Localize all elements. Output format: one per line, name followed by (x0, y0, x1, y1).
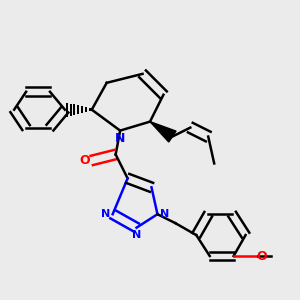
Polygon shape (150, 122, 176, 142)
Text: O: O (257, 250, 267, 262)
Text: N: N (132, 230, 141, 240)
Text: O: O (79, 154, 90, 167)
Text: N: N (100, 209, 110, 219)
Text: N: N (115, 132, 125, 145)
Text: N: N (160, 209, 170, 219)
